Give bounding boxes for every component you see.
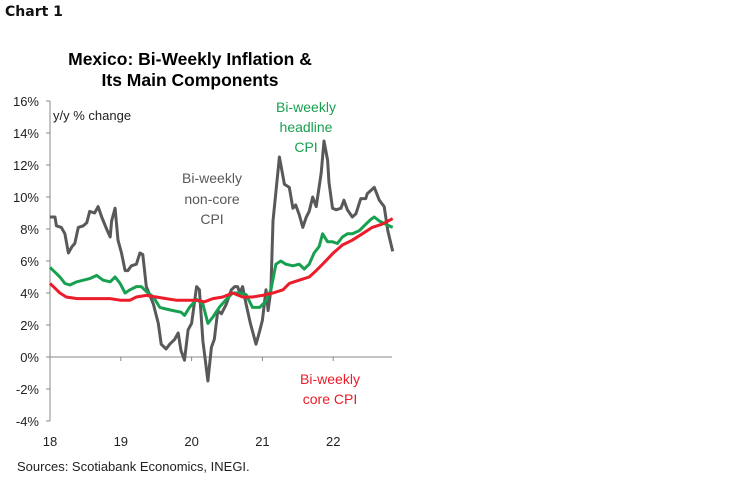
y-tick-label: 0% bbox=[20, 350, 39, 365]
annotation-non-core-line-1: Bi-weekly bbox=[182, 170, 242, 186]
axes: 16% 14% 12% 10% 8% 6% 4% 2% 0% -2% -4%18 19 20 21 22 bbox=[13, 94, 392, 449]
y-axis-label: y/y % change bbox=[53, 108, 131, 123]
annotation-core: Bi-weekly core CPI bbox=[300, 371, 360, 407]
y-tick-label: 10% bbox=[13, 190, 39, 205]
annotation-headline-line-2: headline bbox=[280, 119, 333, 135]
y-tick-label: 14% bbox=[13, 126, 39, 141]
chart-title: Mexico: Bi-Weekly Inflation & Its Main C… bbox=[10, 49, 370, 91]
series-lines bbox=[48, 139, 395, 383]
series-line-bi-weekly-core-cpi bbox=[48, 217, 394, 304]
annotation-core-line-1: Bi-weekly bbox=[300, 371, 360, 387]
x-tick-label: 18 bbox=[43, 434, 57, 449]
y-tick-label: 6% bbox=[20, 254, 39, 269]
y-tick-label: 12% bbox=[13, 158, 39, 173]
x-tick-label: 22 bbox=[326, 434, 340, 449]
series-line-bi-weekly-non-core-cpi bbox=[50, 139, 395, 383]
annotation-non-core-line-3: CPI bbox=[200, 211, 223, 227]
y-tick-label: 2% bbox=[20, 318, 39, 333]
annotation-non-core: Bi-weekly non-core CPI bbox=[182, 170, 242, 227]
y-tick-label: 8% bbox=[20, 222, 39, 237]
chart-label: Chart 1 bbox=[5, 4, 63, 20]
annotation-headline-line-3: CPI bbox=[294, 139, 317, 155]
y-tick-label: 16% bbox=[13, 94, 39, 109]
annotation-headline: Bi-weekly headline CPI bbox=[276, 99, 336, 155]
x-tick-label: 21 bbox=[255, 434, 269, 449]
annotation-core-line-2: core CPI bbox=[303, 391, 357, 407]
annotation-headline-line-1: Bi-weekly bbox=[276, 99, 336, 115]
annotation-non-core-line-2: non-core bbox=[184, 191, 239, 207]
x-tick-label: 19 bbox=[114, 434, 128, 449]
y-tick-label: -4% bbox=[16, 414, 40, 429]
chart-title-line-2: Its Main Components bbox=[101, 70, 279, 90]
x-tick-label: 20 bbox=[184, 434, 198, 449]
source-note: Sources: Scotiabank Economics, INEGI. bbox=[17, 459, 250, 474]
y-tick-label: 4% bbox=[20, 286, 39, 301]
y-tick-label: -2% bbox=[16, 382, 40, 397]
chart-title-line-1: Mexico: Bi-Weekly Inflation & bbox=[68, 49, 312, 69]
series-line-bi-weekly-headline-cpi bbox=[48, 215, 394, 325]
